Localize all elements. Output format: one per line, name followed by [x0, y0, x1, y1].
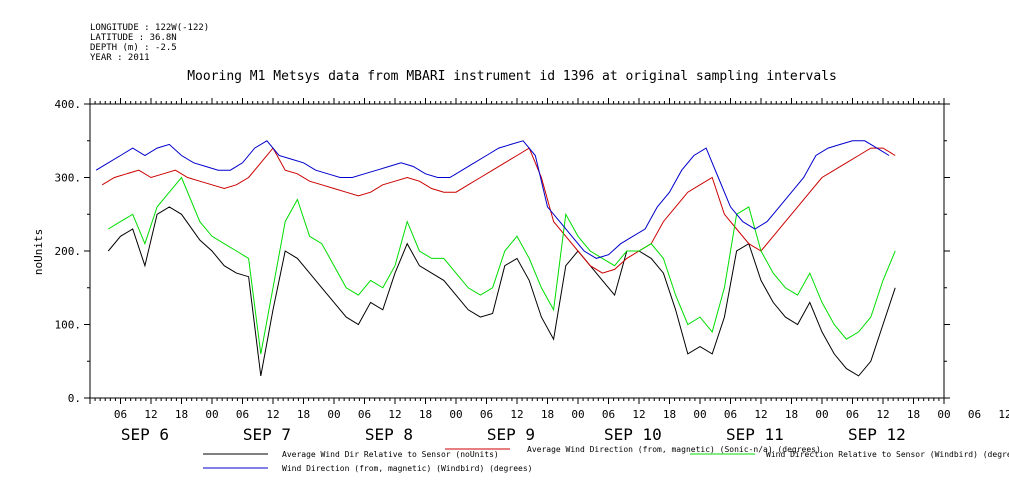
x-hour-label: 12	[388, 408, 401, 421]
x-hour-label: 18	[663, 408, 676, 421]
x-hour-label: 18	[419, 408, 432, 421]
x-hour-label: 06	[846, 408, 859, 421]
x-hour-label: 00	[449, 408, 462, 421]
y-tick-label: 0.	[68, 392, 81, 405]
x-hour-label: 00	[205, 408, 218, 421]
x-hour-label: 00	[693, 408, 706, 421]
legend-label-2: Wind Direction Relative to Sensor (Windb…	[766, 450, 1009, 459]
y-axis-label: noUnits	[32, 229, 45, 275]
x-hour-label: 12	[632, 408, 645, 421]
x-hour-label: 00	[815, 408, 828, 421]
x-hour-label: 06	[236, 408, 249, 421]
x-hour-label: 12	[876, 408, 889, 421]
year-label: YEAR : 2011	[90, 53, 150, 63]
plot-frame	[89, 103, 945, 399]
chart-title: Mooring M1 Metsys data from MBARI instru…	[187, 69, 837, 84]
legend-label-3: Wind Direction (from, magnetic) (Windbir…	[282, 464, 532, 473]
x-hour-label: 12	[266, 408, 279, 421]
legend: Average Wind Dir Relative to Sensor (noU…	[203, 445, 1009, 473]
x-day-label: SEP 7	[243, 425, 291, 444]
x-day-label: SEP 9	[487, 425, 535, 444]
x-hour-label: 12	[998, 408, 1009, 421]
y-tick-label: 300.	[55, 172, 82, 185]
header-block: LONGITUDE : 122W(-122) LATITUDE : 36.8N …	[90, 23, 209, 63]
y-tick-label: 100.	[55, 319, 82, 332]
series-line-2	[108, 176, 896, 354]
series-line-1	[101, 147, 896, 274]
x-day-label: SEP 8	[365, 425, 413, 444]
longitude-label: LONGITUDE : 122W(-122)	[90, 23, 209, 33]
y-tick-label: 200.	[55, 245, 82, 258]
y-tick-label: 400.	[55, 98, 82, 111]
x-hour-label: 06	[602, 408, 615, 421]
x-hour-label: 00	[571, 408, 584, 421]
depth-label: DEPTH (m) : -2.5	[90, 43, 177, 53]
series-layer	[95, 140, 896, 377]
x-hour-label: 18	[907, 408, 920, 421]
x-day-label: SEP 10	[604, 425, 662, 444]
x-hour-label: 00	[937, 408, 950, 421]
legend-label-1: Average Wind Direction (from, magnetic) …	[527, 445, 821, 454]
x-hour-label: 06	[480, 408, 493, 421]
x-hour-label: 06	[114, 408, 127, 421]
axis-layer: 0. 100. 200. 300. 400. 06 12 18 00 06 12 18 00 06 12 18…	[55, 98, 1009, 444]
x-day-label: SEP 12	[848, 425, 906, 444]
x-hour-label: 18	[175, 408, 188, 421]
x-day-label: SEP 11	[726, 425, 784, 444]
x-hour-label: 06	[724, 408, 737, 421]
series-line-0	[107, 206, 896, 377]
x-hour-label: 12	[144, 408, 157, 421]
x-hour-label: 06	[968, 408, 981, 421]
x-hour-label: 12	[510, 408, 523, 421]
series-line-3	[95, 140, 890, 259]
x-hour-label: 12	[754, 408, 767, 421]
x-hour-label: 18	[785, 408, 798, 421]
x-hour-label: 18	[541, 408, 554, 421]
x-hour-label: 00	[327, 408, 340, 421]
x-hour-label: 06	[358, 408, 371, 421]
x-day-label: SEP 6	[121, 425, 169, 444]
latitude-label: LATITUDE : 36.8N	[90, 33, 177, 43]
x-hour-label: 18	[297, 408, 310, 421]
legend-label-0: Average Wind Dir Relative to Sensor (noU…	[282, 450, 499, 459]
